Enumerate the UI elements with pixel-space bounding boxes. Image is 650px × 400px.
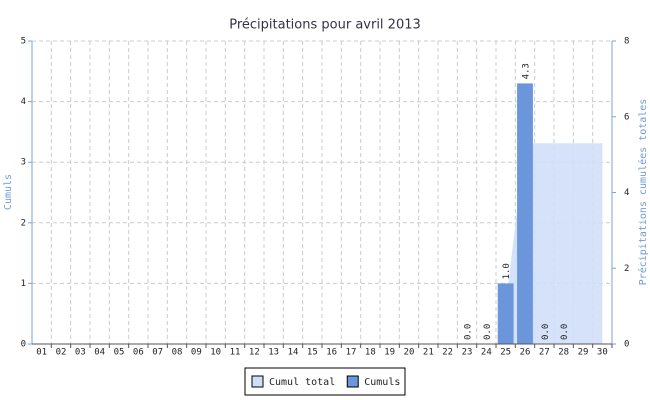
data-label: 0.0 — [560, 324, 570, 340]
data-label: 0.0 — [483, 324, 493, 340]
x-tick-label: 08 — [172, 348, 183, 358]
x-tick-label: 01 — [36, 348, 47, 358]
y-tick-label: 0 — [21, 340, 26, 350]
legend-box — [244, 367, 406, 396]
legend-swatch — [346, 375, 359, 388]
x-tick-label: 17 — [346, 348, 357, 358]
x-tick-label: 11 — [230, 348, 241, 358]
x-tick-label: 18 — [365, 348, 376, 358]
x-tick-label: 22 — [442, 348, 453, 358]
x-tick-label: 02 — [56, 348, 67, 358]
x-tick-label: 25 — [500, 348, 511, 358]
y2-tick-label: 2 — [624, 264, 629, 274]
x-tick-label: 05 — [114, 348, 125, 358]
data-label: 1.0 — [502, 263, 512, 279]
y-axis-label: Cumuls — [3, 174, 14, 210]
y2-tick-label: 6 — [624, 112, 629, 122]
x-tick-label: 16 — [326, 348, 337, 358]
legend-label: Cumuls — [364, 377, 400, 388]
x-tick-label: 10 — [210, 348, 221, 358]
x-tick-label: 14 — [288, 348, 299, 358]
bar — [517, 83, 533, 345]
data-label: 0.0 — [541, 324, 551, 340]
x-tick-label: 04 — [94, 348, 105, 358]
y-tick-label: 5 — [21, 37, 26, 47]
x-tick-label: 24 — [481, 348, 492, 358]
x-tick-label: 07 — [152, 348, 163, 358]
y2-tick-label: 8 — [624, 37, 629, 47]
y2-tick-label: 0 — [624, 340, 629, 350]
chart-title: Précipitations pour avril 2013 — [229, 18, 421, 33]
x-tick-label: 03 — [75, 348, 86, 358]
x-tick-label: 30 — [597, 348, 608, 358]
y-tick-label: 4 — [21, 97, 26, 107]
y2-axis-label: Précipitations cumulées totales — [637, 99, 649, 286]
x-tick-label: 09 — [191, 348, 202, 358]
y-tick-label: 2 — [21, 218, 26, 228]
x-tick-label: 26 — [520, 348, 531, 358]
legend-swatch — [251, 375, 264, 388]
x-tick-label: 19 — [384, 348, 395, 358]
x-tick-label: 12 — [249, 348, 260, 358]
data-label: 0.0 — [464, 324, 474, 340]
x-tick-label: 27 — [539, 348, 550, 358]
x-tick-label: 29 — [578, 348, 589, 358]
x-tick-label: 21 — [423, 348, 434, 358]
x-tick-label: 28 — [558, 348, 569, 358]
x-tick-label: 13 — [268, 348, 279, 358]
bar — [497, 283, 514, 344]
x-tick-label: 23 — [462, 348, 473, 358]
y2-tick-label: 4 — [624, 188, 629, 198]
data-label: 4.3 — [522, 63, 532, 79]
x-tick-label: 06 — [133, 348, 144, 358]
x-tick-label: 20 — [404, 348, 415, 358]
x-tick-label: 15 — [307, 348, 318, 358]
y-tick-label: 1 — [21, 279, 26, 289]
y-tick-label: 3 — [21, 158, 26, 168]
legend-label: Cumul total — [269, 377, 335, 388]
